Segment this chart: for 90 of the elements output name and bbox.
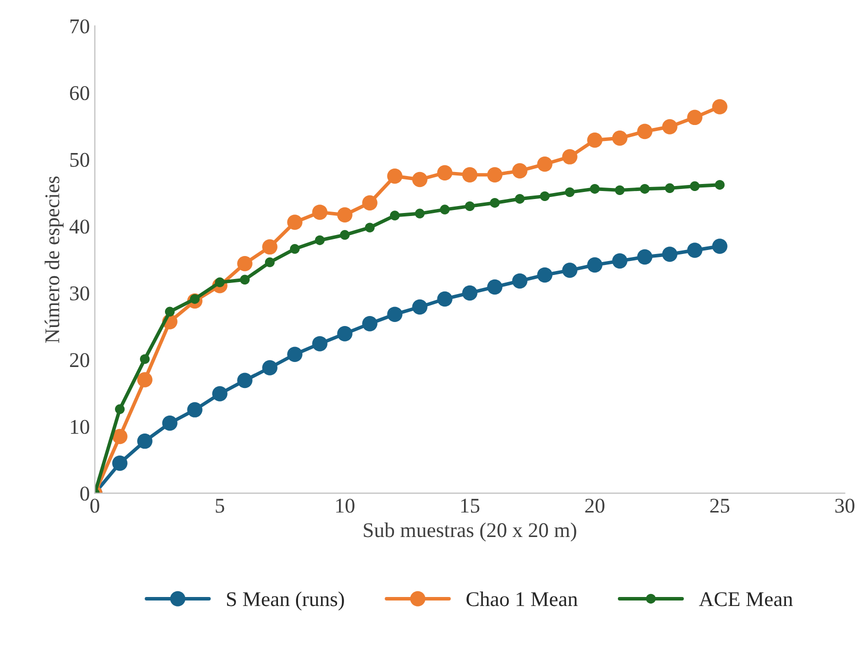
point — [312, 204, 328, 220]
x-tick-label: 20 — [585, 498, 604, 513]
legend-label: Chao 1 Mean — [466, 592, 578, 606]
x-tick-label: 25 — [710, 498, 730, 513]
point — [164, 306, 175, 317]
point — [562, 149, 578, 164]
point — [462, 285, 478, 301]
point — [290, 244, 300, 254]
x-tick-label: 10 — [336, 498, 354, 513]
point — [287, 346, 302, 362]
point — [540, 191, 550, 202]
point — [264, 257, 275, 268]
point — [562, 262, 578, 278]
point — [140, 354, 150, 364]
point — [537, 267, 552, 283]
x-axis-title: Sub muestras (20 x 20 m) — [364, 522, 576, 542]
point — [662, 246, 678, 262]
point — [412, 299, 428, 315]
point — [390, 210, 400, 220]
point — [640, 184, 650, 194]
point — [137, 372, 152, 388]
point — [687, 110, 702, 126]
point — [637, 249, 652, 265]
point — [340, 230, 350, 240]
point — [587, 132, 602, 148]
point — [240, 274, 250, 284]
legend-label: S Mean (runs) — [227, 592, 344, 610]
point — [262, 360, 278, 376]
point — [137, 434, 152, 449]
point — [714, 180, 725, 190]
point — [262, 239, 278, 255]
point — [437, 165, 452, 180]
point — [212, 386, 228, 402]
point — [612, 253, 628, 269]
point — [612, 130, 628, 146]
point — [614, 185, 625, 196]
x-tick-label: 30 — [835, 498, 854, 513]
point — [437, 291, 452, 307]
point — [490, 198, 500, 208]
point — [237, 372, 252, 388]
x-tick-label: 15 — [461, 498, 480, 513]
point — [337, 326, 352, 342]
point — [387, 306, 402, 322]
point — [712, 238, 728, 254]
y-tick-label: 20 — [70, 353, 90, 368]
point — [162, 416, 178, 431]
point — [237, 256, 252, 272]
y-tick-label: 70 — [70, 19, 90, 34]
point — [462, 167, 478, 182]
point — [537, 156, 552, 172]
point — [512, 163, 528, 178]
y-tick-label: 30 — [70, 286, 90, 300]
y-tick-label: 40 — [70, 220, 90, 234]
point — [314, 235, 325, 246]
point — [687, 242, 702, 258]
point — [287, 214, 302, 230]
x-tick-label: 0 — [90, 498, 100, 513]
point — [387, 168, 402, 184]
y-axis-title: Número de especies — [44, 176, 64, 343]
legend-label: ACE Mean — [698, 592, 793, 606]
point — [414, 208, 425, 218]
y-tick-label: 50 — [70, 152, 90, 167]
point — [362, 316, 378, 332]
point — [664, 183, 675, 194]
point — [662, 119, 678, 134]
point — [712, 99, 728, 114]
point — [312, 336, 328, 352]
point — [464, 201, 475, 212]
point — [337, 207, 352, 223]
point — [114, 404, 125, 414]
point — [590, 184, 600, 194]
point — [187, 402, 202, 418]
y-tick-label: 0 — [80, 486, 90, 501]
point — [362, 195, 378, 210]
point — [112, 428, 128, 444]
point — [637, 124, 652, 140]
point — [512, 273, 528, 289]
point — [487, 279, 502, 295]
point — [440, 204, 450, 214]
point — [112, 456, 128, 471]
x-tick-label: 5 — [216, 498, 224, 513]
point — [690, 181, 700, 192]
point — [487, 167, 502, 182]
point — [514, 194, 525, 204]
y-tick-label: 60 — [70, 86, 90, 100]
point — [587, 257, 602, 273]
y-tick-label: 10 — [70, 420, 90, 434]
point — [364, 222, 375, 232]
point — [564, 187, 575, 198]
point — [412, 172, 428, 188]
